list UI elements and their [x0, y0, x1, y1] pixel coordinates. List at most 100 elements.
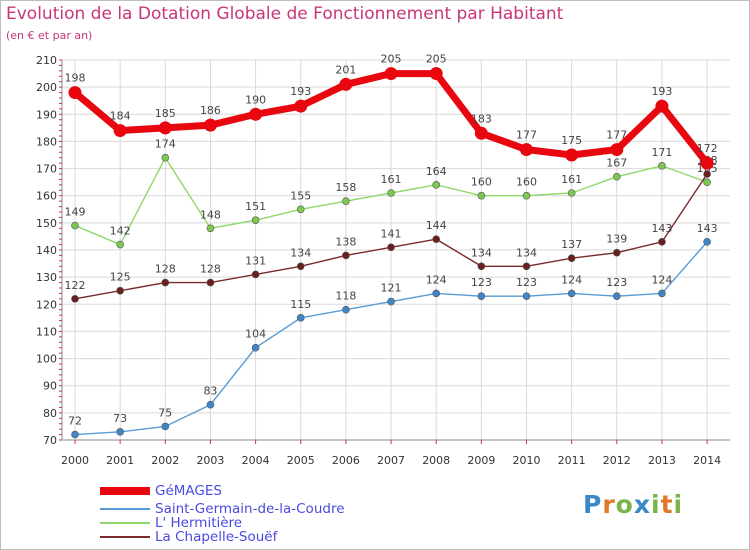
data-label-saint-germain: 123	[516, 276, 537, 289]
data-point-saint-germain	[703, 238, 711, 246]
data-point-hermitiere	[658, 162, 666, 170]
data-point-hermitiere	[612, 172, 621, 181]
data-point-chapelle-souef	[522, 262, 531, 271]
legend-label-saint-germain: Saint-Germain-de-la-Coudre	[155, 501, 345, 517]
data-point-gemages	[294, 99, 308, 113]
data-label-chapelle-souef: 138	[335, 235, 356, 248]
data-point-hermitiere	[296, 205, 305, 214]
y-tick-label: 130	[36, 271, 57, 284]
data-point-chapelle-souef	[161, 278, 170, 287]
data-label-hermitiere: 164	[426, 165, 447, 178]
data-point-chapelle-souef	[567, 254, 576, 262]
data-label-hermitiere: 160	[471, 176, 492, 189]
brand-letter: x	[633, 490, 651, 519]
data-label-gemages: 205	[426, 53, 447, 66]
x-tick-label: 2002	[151, 454, 179, 467]
legend-label-chapelle-souef: La Chapelle-Souëf	[155, 529, 278, 545]
data-label-gemages: 198	[65, 72, 86, 85]
proxiti-logo: Proxiti	[583, 490, 683, 519]
data-point-chapelle-souef	[206, 278, 215, 287]
x-tick-label: 2007	[377, 454, 405, 467]
data-point-chapelle-souef	[432, 235, 441, 243]
y-tick-label: 110	[36, 325, 57, 338]
x-tick-label: 2005	[287, 454, 315, 467]
y-tick-label: 200	[36, 81, 57, 94]
data-point-saint-germain	[477, 292, 486, 300]
legend-item-chapelle-souef: La Chapelle-Souëf	[100, 529, 278, 545]
data-label-chapelle-souef: 134	[290, 246, 311, 259]
data-label-saint-germain: 75	[158, 406, 172, 419]
legend-item-gemages: GéMAGES	[100, 483, 222, 499]
data-label-saint-germain: 115	[290, 298, 311, 311]
brand-letter: i	[651, 490, 661, 519]
x-tick-label: 2013	[648, 454, 676, 467]
data-point-chapelle-souef	[387, 243, 395, 252]
data-point-gemages	[520, 143, 533, 157]
data-label-saint-germain: 83	[203, 385, 217, 398]
data-point-gemages	[203, 118, 217, 132]
data-label-saint-germain: 124	[426, 273, 447, 286]
data-point-gemages	[68, 86, 82, 100]
data-point-gemages	[429, 67, 443, 81]
data-point-hermitiere	[251, 216, 260, 224]
y-tick-label: 140	[36, 244, 57, 257]
x-tick-label: 2010	[513, 454, 541, 467]
data-point-saint-germain	[251, 343, 260, 352]
data-label-saint-germain: 73	[113, 412, 127, 425]
data-point-gemages	[384, 67, 398, 81]
data-label-gemages: 186	[200, 104, 221, 117]
data-label-saint-germain: 143	[697, 222, 718, 235]
y-tick-label: 180	[36, 135, 57, 148]
legend-label-hermitiere: L' Hermitière	[155, 515, 243, 531]
data-label-chapelle-souef: 143	[651, 222, 672, 235]
data-label-chapelle-souef: 122	[65, 279, 86, 292]
y-tick-label: 210	[36, 54, 57, 67]
data-point-saint-germain	[116, 428, 124, 436]
y-tick-label: 170	[36, 163, 57, 176]
data-label-chapelle-souef: 137	[561, 238, 582, 251]
data-point-hermitiere	[522, 191, 531, 200]
data-label-hermitiere: 161	[381, 173, 402, 186]
data-point-chapelle-souef	[251, 270, 260, 279]
y-tick-label: 160	[36, 190, 57, 203]
data-label-hermitiere: 167	[606, 157, 627, 170]
data-label-gemages: 190	[245, 93, 266, 106]
data-point-gemages	[158, 121, 172, 135]
data-point-hermitiere	[477, 191, 486, 200]
data-label-gemages: 205	[381, 53, 402, 66]
x-tick-label: 2008	[422, 454, 450, 467]
x-tick-label: 2001	[106, 454, 134, 467]
y-tick-label: 90	[43, 380, 57, 393]
data-label-chapelle-souef: 139	[606, 233, 627, 246]
x-tick-label: 2006	[332, 454, 360, 467]
y-tick-label: 150	[36, 217, 57, 230]
data-label-hermitiere: 155	[290, 189, 311, 202]
y-tick-label: 100	[36, 353, 57, 366]
data-point-gemages	[113, 124, 127, 138]
data-point-hermitiere	[432, 181, 441, 189]
data-point-hermitiere	[71, 221, 79, 230]
brand-letter: i	[673, 490, 684, 519]
data-point-saint-germain	[387, 297, 395, 306]
data-point-gemages	[474, 126, 488, 140]
data-label-chapelle-souef: 128	[200, 263, 221, 276]
data-point-chapelle-souef	[296, 262, 305, 271]
data-point-saint-germain	[432, 289, 441, 298]
data-label-saint-germain: 104	[245, 328, 266, 341]
data-point-hermitiere	[387, 189, 395, 197]
data-point-hermitiere	[161, 153, 170, 162]
data-point-saint-germain	[296, 314, 305, 322]
data-label-chapelle-souef: 131	[245, 254, 266, 267]
data-label-hermitiere: 171	[651, 146, 672, 159]
data-label-chapelle-souef: 125	[110, 271, 131, 284]
y-tick-label: 190	[36, 108, 57, 121]
data-point-chapelle-souef	[477, 262, 486, 271]
data-point-saint-germain	[71, 430, 79, 439]
data-label-gemages: 175	[561, 134, 582, 147]
data-point-saint-germain	[342, 305, 350, 314]
data-point-saint-germain	[206, 400, 215, 409]
chart-subtitle: (en € et par an)	[6, 29, 93, 42]
data-label-chapelle-souef: 134	[516, 246, 537, 259]
data-label-hermitiere: 174	[155, 138, 176, 151]
